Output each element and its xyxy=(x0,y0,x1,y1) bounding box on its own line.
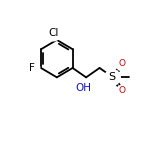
Text: S: S xyxy=(109,72,116,82)
Text: OH: OH xyxy=(76,83,92,93)
Text: F: F xyxy=(29,63,35,73)
Text: O: O xyxy=(119,86,126,95)
Text: Cl: Cl xyxy=(48,28,59,38)
Text: O: O xyxy=(119,59,126,68)
